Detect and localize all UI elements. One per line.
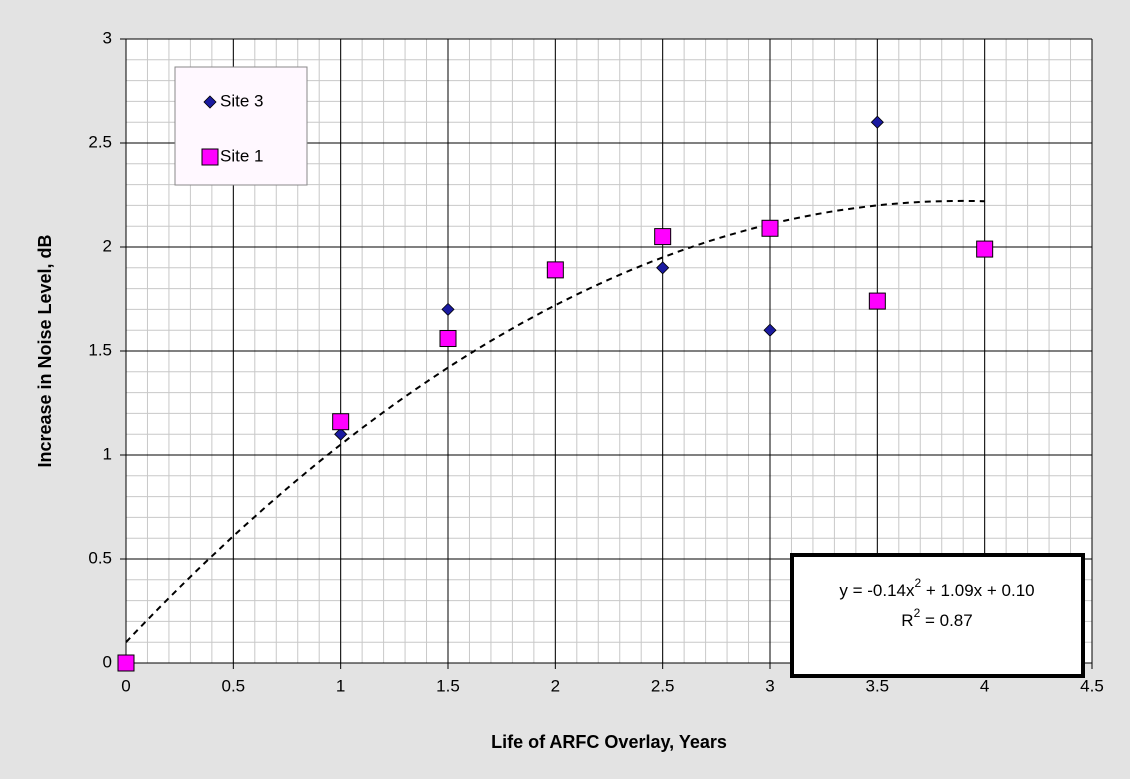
r2-part: = 0.87 — [920, 611, 972, 630]
y-axis-label: Increase in Noise Level, dB — [35, 234, 55, 467]
y-tick-label: 3 — [103, 28, 112, 47]
legend-box — [174, 66, 308, 186]
x-tick-label: 4.5 — [1080, 676, 1104, 695]
legend-label: Site 3 — [220, 91, 263, 110]
y-tick-label: 0.5 — [88, 548, 112, 567]
x-tick-label: 3.5 — [866, 676, 890, 695]
x-tick-label: 4 — [980, 676, 989, 695]
eq-part: y = -0.14x — [839, 581, 915, 600]
point — [441, 302, 455, 316]
x-tick-label: 0.5 — [222, 676, 246, 695]
legend-label: Site 1 — [220, 146, 263, 165]
equation-box — [790, 553, 1085, 678]
point — [868, 292, 886, 310]
x-axis-label: Life of ARFC Overlay, Years — [491, 732, 727, 752]
legend-marker — [203, 95, 217, 109]
point — [656, 261, 670, 275]
x-tick-label: 2 — [551, 676, 560, 695]
x-tick-label: 3 — [765, 676, 774, 695]
y-tick-label: 1.5 — [88, 340, 112, 359]
y-tick-label: 0 — [103, 652, 112, 671]
point — [334, 427, 348, 441]
x-tick-label: 2.5 — [651, 676, 675, 695]
x-tick-label: 0 — [121, 676, 130, 695]
legend-marker — [201, 148, 219, 166]
y-tick-label: 2.5 — [88, 132, 112, 151]
point — [976, 240, 994, 258]
point — [654, 228, 672, 246]
marks — [117, 115, 994, 672]
point — [870, 115, 884, 129]
point — [763, 323, 777, 337]
y-tick-label: 2 — [103, 236, 112, 255]
trend-r2: R2 = 0.87 — [901, 606, 972, 630]
trendline — [125, 199, 985, 643]
r2-part: R — [901, 611, 913, 630]
x-tick-label: 1.5 — [436, 676, 460, 695]
y-tick-label: 1 — [103, 444, 112, 463]
eq-sup: 2 — [915, 576, 922, 590]
x-tick-label: 1 — [336, 676, 345, 695]
point — [439, 330, 457, 348]
eq-part: + 1.09x + 0.10 — [921, 581, 1034, 600]
trend-equation: y = -0.14x2 + 1.09x + 0.10 — [839, 576, 1034, 600]
point — [546, 261, 564, 279]
point — [117, 654, 135, 672]
point — [761, 219, 779, 237]
point — [332, 413, 350, 431]
r2-sup: 2 — [914, 606, 921, 620]
